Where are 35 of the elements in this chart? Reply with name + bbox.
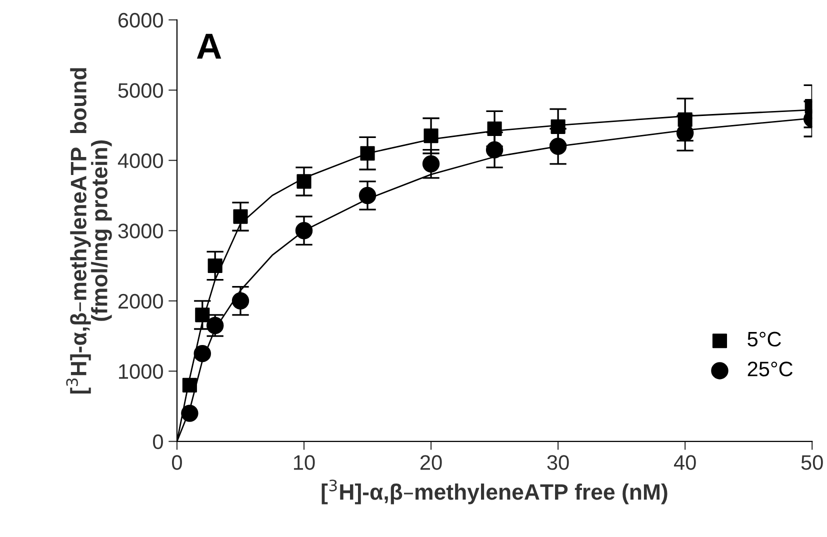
- y-tick-label: 3000: [118, 224, 163, 238]
- x-tick-label: 10: [294, 455, 315, 470]
- legend-label: 5°C: [748, 332, 781, 347]
- x-tick-label: 40: [674, 455, 696, 470]
- point: [550, 119, 566, 134]
- point: [487, 121, 502, 136]
- x-tick-label: 0: [172, 455, 182, 470]
- x-axis-title: [$^{3}$H]-α,β–methyleneATP free (nM): [322, 480, 668, 504]
- y-axis-title: [$^{3}$H]-α,β–methyleneATP bound (fmol/mg protein): [66, 68, 112, 394]
- point: [295, 222, 313, 240]
- point: [422, 155, 440, 173]
- y-tick-label: 1000: [119, 364, 163, 379]
- point: [233, 209, 248, 224]
- point: [182, 378, 197, 392]
- y-tick-label: 4000: [118, 153, 163, 168]
- point: [424, 128, 438, 144]
- point: [195, 308, 210, 322]
- point: [194, 344, 211, 362]
- legend-label: 25°C: [748, 362, 793, 376]
- point: [360, 146, 375, 161]
- y-tick-label: 5000: [118, 83, 163, 98]
- point: [232, 292, 250, 310]
- annotation: A: [196, 34, 222, 59]
- x-tick-label: 20: [420, 455, 442, 470]
- y-tick-label: 6000: [118, 12, 163, 28]
- point: [181, 404, 198, 422]
- x-tick-label: 30: [547, 455, 569, 470]
- point: [486, 141, 504, 158]
- y-tick-label: 2000: [118, 294, 163, 309]
- point: [296, 174, 312, 189]
- point: [208, 258, 222, 274]
- point: [549, 138, 567, 155]
- x-tick-label: 50: [801, 455, 823, 470]
- point: [358, 186, 376, 204]
- y-tick-label: 0: [153, 434, 163, 450]
